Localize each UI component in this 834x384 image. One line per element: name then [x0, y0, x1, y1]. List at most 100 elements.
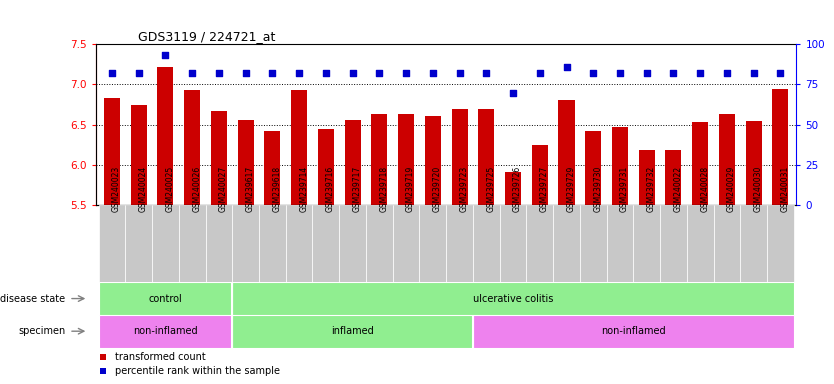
Text: GSM239716: GSM239716 [326, 166, 335, 212]
Point [747, 70, 761, 76]
Bar [339, 205, 366, 282]
Bar [398, 114, 414, 205]
Bar [473, 205, 500, 282]
Bar [264, 131, 280, 205]
Text: GSM240022: GSM240022 [674, 166, 682, 212]
Point [480, 70, 493, 76]
Text: disease state: disease state [0, 293, 65, 304]
Text: transformed count: transformed count [115, 352, 206, 362]
Point [640, 70, 653, 76]
Bar [473, 315, 794, 348]
Text: GSM240029: GSM240029 [727, 166, 736, 212]
Text: inflamed: inflamed [331, 326, 374, 336]
Text: specimen: specimen [18, 326, 65, 336]
Text: non-inflamed: non-inflamed [133, 326, 198, 336]
Bar [639, 150, 655, 205]
Text: control: control [148, 293, 183, 304]
Text: non-inflamed: non-inflamed [601, 326, 666, 336]
Text: ulcerative colitis: ulcerative colitis [473, 293, 553, 304]
Bar [526, 205, 553, 282]
Point [346, 70, 359, 76]
Bar [313, 205, 339, 282]
Point [453, 70, 466, 76]
Bar [559, 100, 575, 205]
Bar [505, 172, 521, 205]
Bar [580, 205, 606, 282]
Text: GSM240024: GSM240024 [138, 166, 148, 212]
Bar [746, 121, 761, 205]
Text: GSM239731: GSM239731 [620, 166, 629, 212]
Point [105, 70, 118, 76]
Bar [131, 104, 147, 205]
Bar [446, 205, 473, 282]
Bar [719, 114, 735, 205]
Bar [606, 205, 633, 282]
Text: GSM239730: GSM239730 [593, 165, 602, 212]
Bar [125, 205, 152, 282]
Point [694, 70, 707, 76]
Bar [420, 205, 446, 282]
Point [319, 70, 333, 76]
Bar [366, 205, 393, 282]
Text: GSM239732: GSM239732 [646, 166, 656, 212]
Bar [178, 205, 205, 282]
Bar [666, 150, 681, 205]
Bar [687, 205, 714, 282]
Bar [772, 88, 788, 205]
Bar [291, 90, 307, 205]
Bar [633, 205, 660, 282]
Text: GSM239727: GSM239727 [540, 166, 549, 212]
Point [132, 70, 145, 76]
Bar [344, 120, 360, 205]
Bar [104, 98, 120, 205]
Point [586, 70, 600, 76]
Point [613, 70, 626, 76]
Bar [660, 205, 687, 282]
Point [212, 70, 225, 76]
Point [667, 70, 681, 76]
Text: GSM239618: GSM239618 [273, 166, 281, 212]
Text: GDS3119 / 224721_at: GDS3119 / 224721_at [138, 30, 275, 43]
Bar [233, 315, 473, 348]
Bar [233, 205, 259, 282]
Bar [286, 205, 313, 282]
Point [533, 70, 546, 76]
Text: GSM239729: GSM239729 [566, 166, 575, 212]
Point [506, 89, 520, 96]
Bar [158, 67, 173, 205]
Point [721, 70, 734, 76]
Bar [152, 205, 178, 282]
Point [373, 70, 386, 76]
Bar [451, 109, 468, 205]
Bar [371, 114, 387, 205]
Bar [184, 90, 200, 205]
Bar [553, 205, 580, 282]
Bar [98, 282, 233, 315]
Text: GSM240025: GSM240025 [165, 166, 174, 212]
Text: GSM239719: GSM239719 [406, 166, 415, 212]
Bar [478, 109, 495, 205]
Bar [741, 205, 767, 282]
Text: GSM239714: GSM239714 [299, 166, 308, 212]
Point [158, 52, 172, 58]
Bar [692, 122, 708, 205]
Text: GSM240028: GSM240028 [701, 166, 709, 212]
Bar [767, 205, 794, 282]
Text: GSM239725: GSM239725 [486, 166, 495, 212]
Point [774, 70, 787, 76]
Bar [425, 116, 441, 205]
Bar [714, 205, 741, 282]
Bar [393, 205, 420, 282]
Bar [98, 315, 233, 348]
Text: GSM239717: GSM239717 [353, 166, 362, 212]
Text: GSM239720: GSM239720 [433, 166, 442, 212]
Text: GSM240027: GSM240027 [219, 166, 228, 212]
Bar [259, 205, 286, 282]
Bar [532, 145, 548, 205]
Text: GSM240030: GSM240030 [754, 165, 762, 212]
Point [560, 64, 573, 70]
Point [185, 70, 198, 76]
Text: GSM240026: GSM240026 [192, 166, 201, 212]
Text: GSM239617: GSM239617 [246, 166, 254, 212]
Point [266, 70, 279, 76]
